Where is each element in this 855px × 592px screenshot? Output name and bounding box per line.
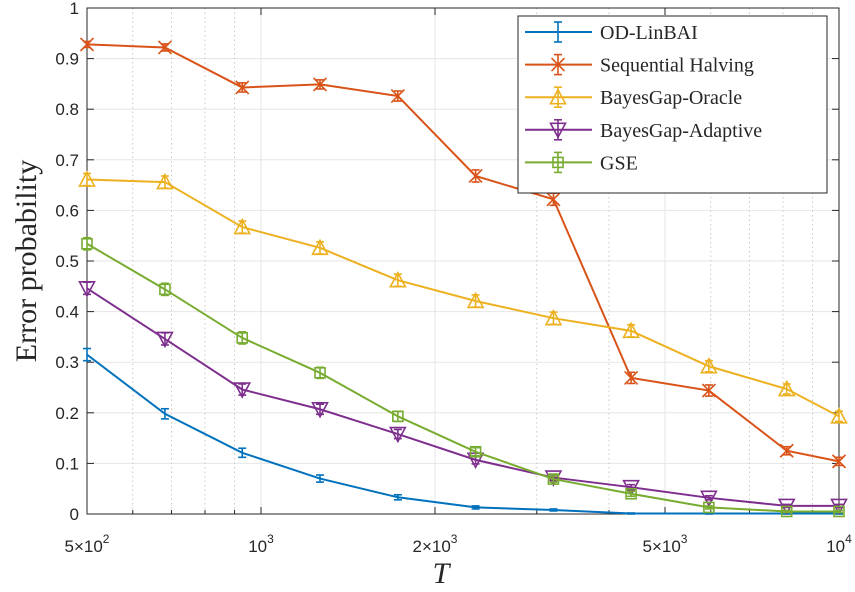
data-point-marker [833,505,845,518]
data-point-marker [703,501,715,514]
legend-label: GSE [600,152,638,174]
y-tick-label: 0.1 [55,454,79,473]
data-point-marker [78,170,96,187]
y-tick-label: 0.3 [55,353,79,372]
data-point-marker [157,40,172,55]
data-point-marker [550,57,566,72]
data-point-marker [622,479,640,497]
data-point-marker [159,283,171,296]
legend-label: OD-LinBAI [600,22,698,44]
series-2 [78,170,848,424]
data-point-marker [779,443,794,458]
legend-entry: BayesGap-Adaptive [525,119,762,142]
y-axis-label: Error probability [10,160,43,362]
data-point-marker [544,308,563,326]
data-point-marker [830,407,848,424]
data-point-marker [468,168,483,184]
data-point-marker [233,382,252,399]
legend: OD-LinBAI Sequential Halving BayesGap-Orac… [517,15,828,194]
y-tick-label: 0 [70,505,79,524]
data-point-marker [314,367,326,379]
data-point-marker [79,37,95,52]
legend-label: Sequential Halving [600,55,754,77]
data-point-marker [547,473,560,485]
data-point-marker [701,383,716,398]
data-point-marker [777,379,796,397]
series-4 [81,236,845,518]
data-point-marker [466,291,485,309]
y-tick-label: 0.5 [55,252,79,271]
legend-entry: BayesGap-Oracle [525,86,742,109]
data-point-marker [233,217,252,235]
data-point-marker [78,281,96,298]
data-point-marker [81,237,93,250]
data-point-marker [549,88,567,105]
x-tick-label: 2×103 [413,532,458,556]
legend-box [517,15,828,194]
series-layer [78,37,848,518]
data-point-marker [469,445,482,458]
legend-entry: GSE [525,151,638,174]
data-point-marker [312,77,328,92]
y-tick-label: 0.8 [55,100,79,119]
data-point-marker [700,357,718,374]
data-point-marker [700,490,718,508]
y-tick-label: 0.7 [55,151,79,170]
x-tick-label: 104 [826,532,852,556]
data-point-marker [311,401,329,419]
data-point-marker [546,192,561,207]
data-point-marker [156,172,174,190]
legend-label: BayesGap-Oracle [600,87,742,109]
data-point-marker [389,426,407,444]
y-tick-label: 0.2 [55,404,79,423]
data-point-marker [236,332,249,344]
data-point-marker [235,80,250,95]
data-point-marker [156,331,174,349]
series-1 [79,37,847,469]
y-tick-label: 0.6 [55,201,79,220]
legend-label: BayesGap-Adaptive [600,120,762,142]
data-point-marker [389,271,407,288]
legend-entry: OD-LinBAI [525,21,698,44]
x-tick-label: 103 [248,532,274,556]
data-point-marker [549,122,567,139]
data-point-marker [624,370,639,385]
data-point-marker [311,238,329,256]
data-point-marker [622,321,640,339]
y-tick-label: 1 [70,0,79,18]
y-tick-label: 0.9 [55,50,79,69]
data-point-marker [390,88,405,104]
y-tick-label: 0.4 [55,303,79,322]
x-tick-label: 5×102 [65,532,110,556]
data-point-marker [780,505,793,518]
data-point-marker [831,454,847,469]
data-point-marker [392,410,404,423]
x-axis-label: T [433,557,452,590]
axes-layer: 0 0.1 0.2 0.3 0.4 0.5 0.6 0.7 0.8 0.9 1 5×102 103 2×1… [55,0,852,556]
data-point-marker [552,156,564,169]
legend-entry: Sequential Halving [525,53,754,77]
data-point-marker [625,487,637,500]
x-tick-label: 5×103 [643,532,688,556]
